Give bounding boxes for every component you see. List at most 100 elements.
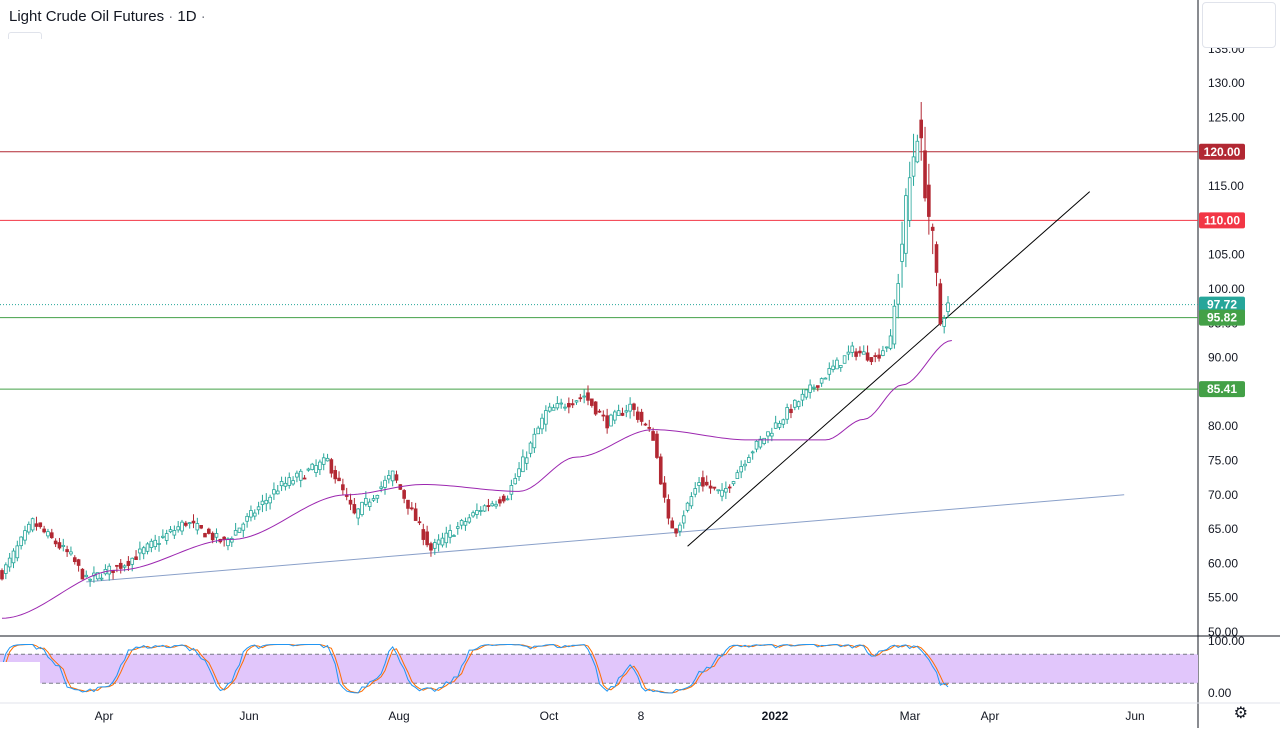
oscillator-legend-area	[0, 662, 40, 698]
candle-up	[256, 506, 261, 511]
time-axis-label: Jun	[1125, 709, 1144, 723]
candle-up	[375, 494, 380, 499]
candle-up	[283, 482, 288, 487]
candle-up	[356, 508, 360, 519]
candle-down	[207, 528, 211, 534]
symbol-name[interactable]: Light Crude Oil Futures	[9, 8, 165, 25]
price-level-tag	[1199, 296, 1245, 313]
interval-label[interactable]: 1D	[177, 8, 197, 25]
candle-down	[938, 283, 943, 325]
price-level-label: 97.72	[1207, 298, 1237, 312]
candle-up	[781, 419, 786, 425]
candle-up	[750, 451, 755, 454]
candle-up	[69, 551, 73, 555]
candle-up	[762, 437, 766, 444]
candle-up	[693, 488, 698, 495]
candle-down	[115, 564, 119, 567]
time-axis-label: Mar	[900, 709, 921, 723]
candle-up	[195, 523, 200, 531]
price-tick-label: 65.00	[1208, 522, 1238, 536]
candle-down	[934, 244, 939, 273]
price-level-tag	[1199, 381, 1245, 398]
price-level-tag	[1199, 309, 1245, 326]
candle-up	[888, 335, 893, 349]
candle-up	[689, 496, 694, 507]
candle-up	[720, 489, 724, 497]
candle-down	[501, 495, 506, 502]
gear-icon[interactable]: ⚙	[1233, 705, 1248, 722]
candle-up	[11, 550, 16, 564]
candle-down	[727, 486, 732, 489]
candle-down	[402, 490, 406, 499]
price-level-label: 110.00	[1204, 213, 1240, 227]
collapse-legend-button[interactable]	[8, 32, 42, 39]
candle-up	[697, 482, 701, 486]
candle-up	[314, 465, 318, 473]
candle-up	[850, 345, 855, 353]
candle-up	[444, 532, 449, 544]
candle-up	[773, 422, 778, 429]
candle-up	[141, 547, 146, 555]
candle-down	[858, 350, 862, 354]
candle-up	[624, 410, 629, 413]
time-axis-label: Apr	[95, 709, 114, 723]
candle-up	[808, 384, 812, 393]
candle-up	[536, 427, 540, 435]
time-axis-label: Jun	[239, 709, 258, 723]
candle-up	[896, 283, 901, 305]
candle-down	[877, 354, 881, 359]
candle-down	[406, 499, 410, 509]
candle-up	[241, 523, 246, 531]
time-axis-label: Aug	[388, 709, 409, 723]
time-axis-label: 2022	[762, 709, 789, 723]
candle-up	[517, 468, 521, 477]
candle-down	[333, 470, 338, 480]
candle-up	[272, 489, 276, 495]
candle-down	[203, 533, 207, 538]
candle-up	[846, 351, 851, 355]
candle-down	[869, 357, 874, 363]
candle-down	[670, 520, 675, 529]
candle-down	[352, 504, 357, 514]
candle-up	[7, 557, 12, 568]
price-tick-label: 90.00	[1208, 351, 1238, 365]
candle-up	[747, 457, 751, 463]
price-level-label: 95.82	[1207, 311, 1237, 325]
candle-down	[635, 411, 640, 420]
price-tick-label: 55.00	[1208, 591, 1238, 605]
candle-up	[532, 433, 537, 449]
candle-down	[337, 477, 341, 482]
title-trailing: ·	[200, 8, 206, 25]
candle-up	[432, 542, 437, 549]
price-level-label: 85.41	[1207, 382, 1237, 396]
candle-up	[237, 527, 242, 533]
candle-up	[907, 177, 912, 221]
candle-up	[122, 565, 127, 568]
candle-up	[555, 403, 560, 409]
candle-up	[628, 403, 632, 412]
candle-up	[582, 395, 586, 398]
candle-up	[260, 500, 265, 506]
candle-down	[0, 570, 4, 580]
candle-down	[658, 456, 663, 485]
candle-down	[590, 398, 594, 406]
candle-up	[842, 355, 847, 364]
candle-up	[325, 457, 330, 462]
candle-up	[84, 574, 89, 578]
candle-up	[371, 498, 376, 501]
candle-up	[835, 359, 839, 370]
candle-up	[4, 564, 8, 574]
candle-down	[134, 556, 138, 560]
candle-up	[15, 545, 20, 559]
candle-down	[704, 481, 709, 486]
candle-up	[436, 539, 441, 545]
candle-up	[743, 463, 747, 467]
time-axis-label: 8	[638, 709, 645, 723]
candle-up	[46, 531, 50, 537]
candle-up	[793, 399, 797, 408]
candle-up	[463, 521, 468, 526]
candle-up	[157, 543, 161, 545]
candle-up	[946, 302, 950, 312]
price-tick-label: 50.00	[1208, 625, 1238, 639]
